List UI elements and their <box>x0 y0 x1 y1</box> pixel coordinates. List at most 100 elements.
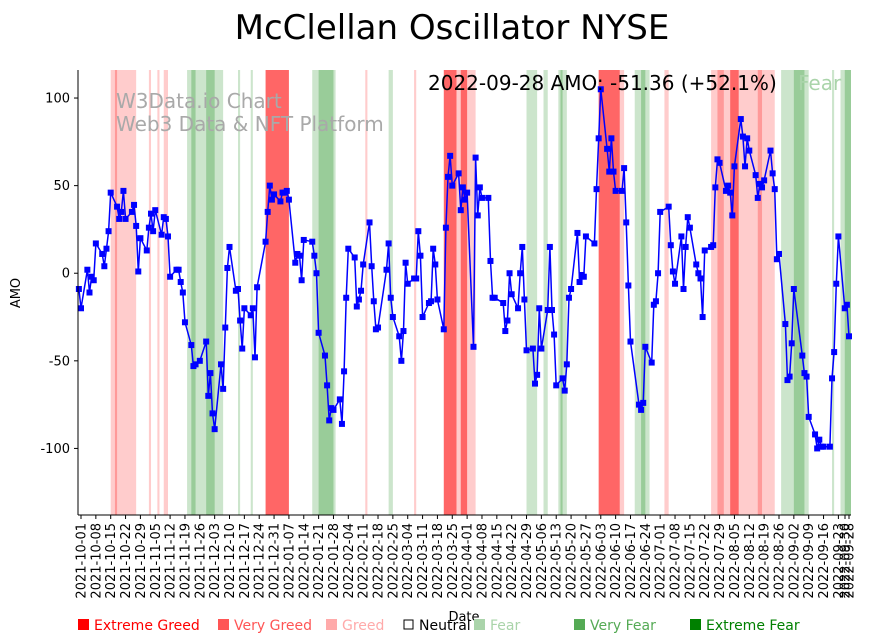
x-tick-label: 2022-04-08 <box>476 523 491 599</box>
amo-point <box>254 284 261 291</box>
x-tick-label: 2021-10-15 <box>104 523 119 599</box>
amo-point <box>122 215 129 222</box>
amo-point <box>101 263 108 270</box>
legend-item: Neutral <box>403 618 471 634</box>
amo-point <box>544 307 551 314</box>
sentiment-band-very-fear <box>318 70 334 515</box>
amo-point <box>105 228 112 235</box>
amo-point <box>500 300 507 307</box>
amo-point <box>504 317 511 324</box>
x-tick-label: 2022-04-15 <box>490 523 505 599</box>
amo-point <box>521 296 528 303</box>
amo-point <box>402 259 409 266</box>
sentiment-band-greed <box>148 70 152 515</box>
legend-label: Fear <box>490 618 520 634</box>
amo-point <box>829 375 836 382</box>
legend-marker <box>326 619 337 630</box>
amo-point <box>722 187 729 194</box>
amo-point <box>565 294 572 301</box>
legend-marker <box>218 619 229 630</box>
x-tick-label: 2022-03-04 <box>401 523 416 599</box>
amo-point <box>744 135 751 142</box>
legend-item: Very Fear <box>574 618 656 634</box>
amo-point <box>404 280 411 287</box>
amo-point <box>103 245 110 252</box>
amo-point <box>623 219 630 226</box>
amo-point <box>655 270 662 277</box>
amo-point <box>835 233 842 240</box>
amo-point <box>695 270 702 277</box>
amo-point <box>148 210 155 217</box>
amo-point <box>133 222 140 229</box>
amo-point <box>353 303 360 310</box>
amo-point <box>799 352 806 359</box>
sentiment-band-very-fear <box>191 70 196 515</box>
amo-point <box>324 382 331 389</box>
amo-point <box>181 319 188 326</box>
sentiment-band-extreme-greed <box>730 70 739 515</box>
legend-marker <box>690 619 701 630</box>
amo-point <box>209 410 216 417</box>
amo-point <box>476 184 483 191</box>
amo-point <box>118 208 125 215</box>
amo-point <box>491 294 498 301</box>
amo-point <box>313 270 320 277</box>
amo-point <box>820 443 827 450</box>
amo-point <box>285 196 292 203</box>
amo-point <box>277 198 284 205</box>
amo-point <box>251 354 258 361</box>
x-tick-label: 2022-03-18 <box>431 523 446 599</box>
amo-point <box>177 278 184 285</box>
x-tick-label: 2022-06-24 <box>639 523 654 599</box>
legend-item: Fear <box>474 618 520 634</box>
amo-point <box>137 235 144 242</box>
legend-marker <box>574 619 585 630</box>
x-tick-label: 2022-02-25 <box>386 523 401 599</box>
amo-point <box>430 245 437 252</box>
legend-label: Extreme Fear <box>706 618 800 634</box>
amo-point <box>162 215 169 222</box>
amo-point <box>428 298 435 305</box>
amo-point <box>519 243 526 250</box>
amo-point <box>417 252 424 259</box>
amo-series <box>75 86 852 452</box>
amo-point <box>175 266 182 273</box>
amo-point <box>343 294 350 301</box>
amo-point <box>746 147 753 154</box>
legend-marker <box>474 619 485 630</box>
amo-point <box>648 359 655 366</box>
x-tick-label: 2022-07-15 <box>683 523 698 599</box>
amo-point <box>131 201 138 208</box>
amo-point <box>610 168 617 175</box>
x-tick-label: 2022-09-09 <box>802 523 817 599</box>
x-tick-label: 2022-03-11 <box>416 523 431 599</box>
sentiment-band-very-fear <box>793 70 805 515</box>
amo-point <box>680 285 687 292</box>
legend-item: Greed <box>326 618 384 634</box>
amo-point <box>292 259 299 266</box>
amo-point <box>188 342 195 349</box>
chart-title: McClellan Oscillator NYSE <box>235 8 670 48</box>
x-tick-label: 2022-05-06 <box>535 523 550 599</box>
amo-point <box>366 219 373 226</box>
amo-point <box>107 189 114 196</box>
amo-point <box>788 340 795 347</box>
amo-point <box>534 371 541 378</box>
watermark: W3Data.io Chart Web3 Data & NFT Platform <box>116 89 384 136</box>
x-tick-label: 2022-02-04 <box>342 523 357 599</box>
x-tick-label: 2021-12-24 <box>253 523 268 599</box>
x-tick-label: 2022-05-20 <box>565 523 580 599</box>
sentiment-band-extreme-greed <box>460 70 468 515</box>
amo-point <box>330 406 337 413</box>
amo-point <box>597 86 604 93</box>
x-tick-label: 2022-07-01 <box>654 523 669 599</box>
x-tick-label: 2022-04-01 <box>461 523 476 599</box>
amo-point <box>345 245 352 252</box>
amo-point <box>678 233 685 240</box>
x-tick-label: 2021-11-05 <box>149 523 164 599</box>
amo-point <box>523 347 530 354</box>
amo-point <box>517 270 524 277</box>
amo-point <box>150 228 157 235</box>
amo-point <box>693 261 700 268</box>
amo-point <box>78 305 84 312</box>
